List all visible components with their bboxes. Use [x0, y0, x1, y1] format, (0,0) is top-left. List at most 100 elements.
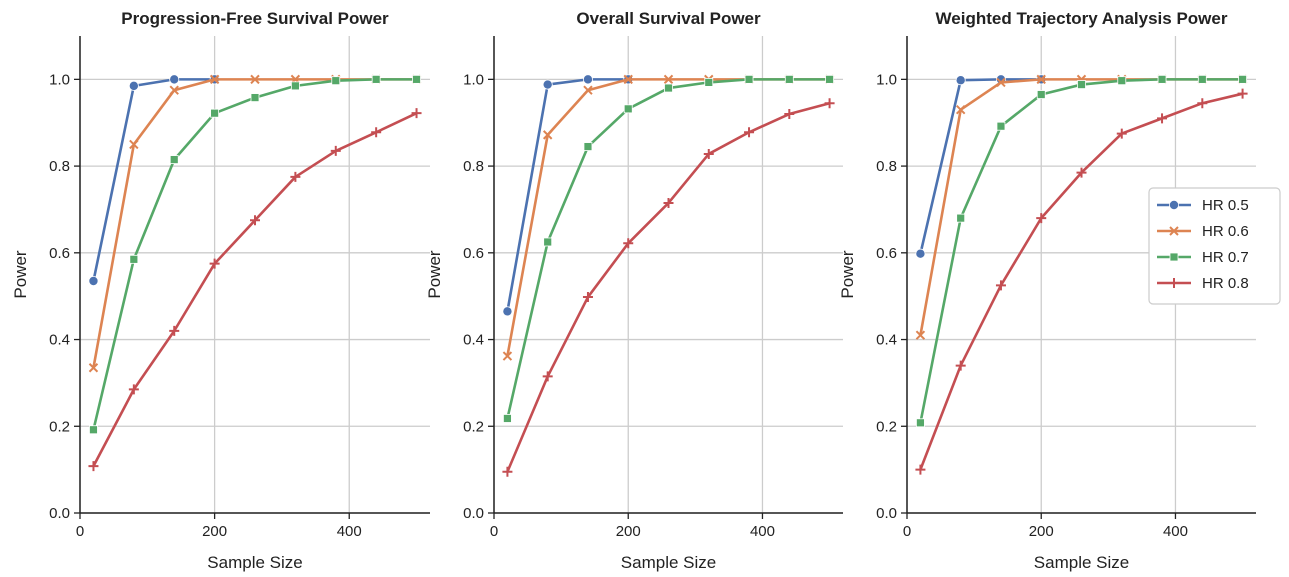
data-point: [1197, 74, 1207, 84]
data-point: [744, 127, 755, 138]
x-tick-label: 0: [903, 523, 911, 540]
x-tick-label: 400: [337, 523, 362, 540]
data-point: [89, 425, 98, 435]
data-point: [250, 74, 260, 85]
chart-panel-2: 0 200 400 0.0 0.2 0.4 0.6 0.8 1.0 Overall Surviva…: [425, 9, 843, 572]
data-point: [542, 130, 553, 140]
data-point: [824, 98, 835, 109]
data-point: [1036, 213, 1047, 224]
data-point: [169, 155, 179, 164]
series-HR-0-7: [503, 74, 834, 423]
x-tick-label: 0: [76, 523, 84, 540]
y-tick-label: 0.2: [49, 418, 70, 435]
data-point: [371, 127, 382, 138]
chart-title: Progression-Free Survival Power: [121, 9, 389, 28]
legend-label: HR 0.5: [1202, 197, 1249, 214]
legend-marker: [1169, 226, 1179, 236]
data-point: [955, 360, 966, 371]
x-axis-label: Sample Size: [1034, 553, 1129, 572]
data-point: [502, 466, 513, 477]
data-point: [996, 121, 1006, 131]
data-point: [542, 79, 553, 90]
y-tick-label: 0.2: [876, 418, 897, 435]
data-point: [1157, 113, 1168, 124]
y-tick-label: 0.8: [876, 158, 897, 175]
data-point: [623, 238, 634, 249]
data-point: [583, 142, 593, 151]
y-axis-label: Power: [425, 250, 444, 299]
series-line: [506, 78, 830, 419]
data-point: [88, 276, 99, 287]
data-point: [290, 81, 300, 91]
series-line: [506, 78, 629, 312]
legend-marker: [1169, 199, 1180, 210]
chart-title: Overall Survival Power: [576, 9, 761, 28]
data-point: [543, 237, 553, 247]
data-point: [169, 325, 180, 336]
data-point: [503, 414, 512, 423]
data-point: [129, 139, 139, 150]
y-tick-label: 0.0: [876, 505, 897, 522]
data-point: [250, 93, 260, 102]
x-tick-label: 400: [1163, 523, 1188, 540]
y-tick-label: 0.2: [463, 418, 484, 435]
data-point: [502, 351, 513, 361]
data-point: [956, 213, 966, 223]
data-point: [704, 77, 714, 87]
data-point: [1076, 167, 1087, 178]
data-point: [1238, 74, 1247, 84]
data-point: [995, 280, 1006, 291]
x-axis-label: Sample Size: [207, 553, 302, 572]
series-line: [506, 101, 830, 473]
data-point: [915, 248, 926, 259]
x-tick-label: 200: [616, 523, 641, 540]
data-point: [210, 108, 220, 118]
data-point: [88, 461, 99, 472]
data-point: [955, 75, 966, 86]
data-point: [1157, 74, 1167, 84]
data-point: [664, 83, 673, 93]
data-point: [411, 108, 422, 119]
data-point: [412, 74, 421, 84]
y-tick-label: 1.0: [463, 71, 484, 88]
data-point: [169, 74, 180, 85]
data-point: [623, 104, 633, 114]
data-point: [1036, 74, 1046, 85]
data-point: [1117, 76, 1127, 86]
series-HR-0-8: [915, 88, 1248, 475]
y-tick-label: 0.4: [49, 332, 70, 349]
y-tick-label: 0.4: [876, 332, 897, 349]
data-point: [250, 215, 260, 226]
legend-label: HR 0.7: [1202, 249, 1249, 266]
series-HR-0-8: [88, 108, 422, 472]
y-tick-label: 0.8: [463, 158, 484, 175]
y-tick-label: 0.6: [876, 245, 897, 262]
data-point: [916, 418, 925, 428]
data-point: [331, 76, 341, 86]
data-point: [663, 197, 674, 208]
data-point: [128, 80, 139, 91]
series-HR-0-5: [88, 74, 220, 287]
data-point: [502, 306, 513, 317]
data-point: [582, 292, 593, 303]
data-point: [703, 148, 714, 159]
data-point: [209, 74, 220, 85]
y-tick-label: 1.0: [876, 71, 897, 88]
x-tick-label: 200: [1029, 523, 1054, 540]
data-point: [583, 85, 593, 95]
legend-marker: [1169, 252, 1179, 262]
y-tick-label: 0.4: [463, 332, 484, 349]
data-point: [1116, 128, 1127, 139]
data-point: [290, 171, 301, 182]
data-point: [1237, 88, 1248, 99]
data-point: [784, 109, 795, 120]
y-tick-label: 0.6: [463, 245, 484, 262]
data-point: [129, 254, 139, 264]
legend-box: [1148, 187, 1281, 305]
data-point: [915, 464, 926, 475]
x-tick-label: 400: [750, 523, 775, 540]
chart-panel-1: 0 200 400 0.0 0.2 0.4 0.6 0.8 1.0 Progression-Fre…: [11, 9, 430, 572]
y-axis-label: Power: [838, 250, 857, 299]
y-tick-label: 0.8: [49, 158, 70, 175]
data-point: [784, 74, 794, 84]
